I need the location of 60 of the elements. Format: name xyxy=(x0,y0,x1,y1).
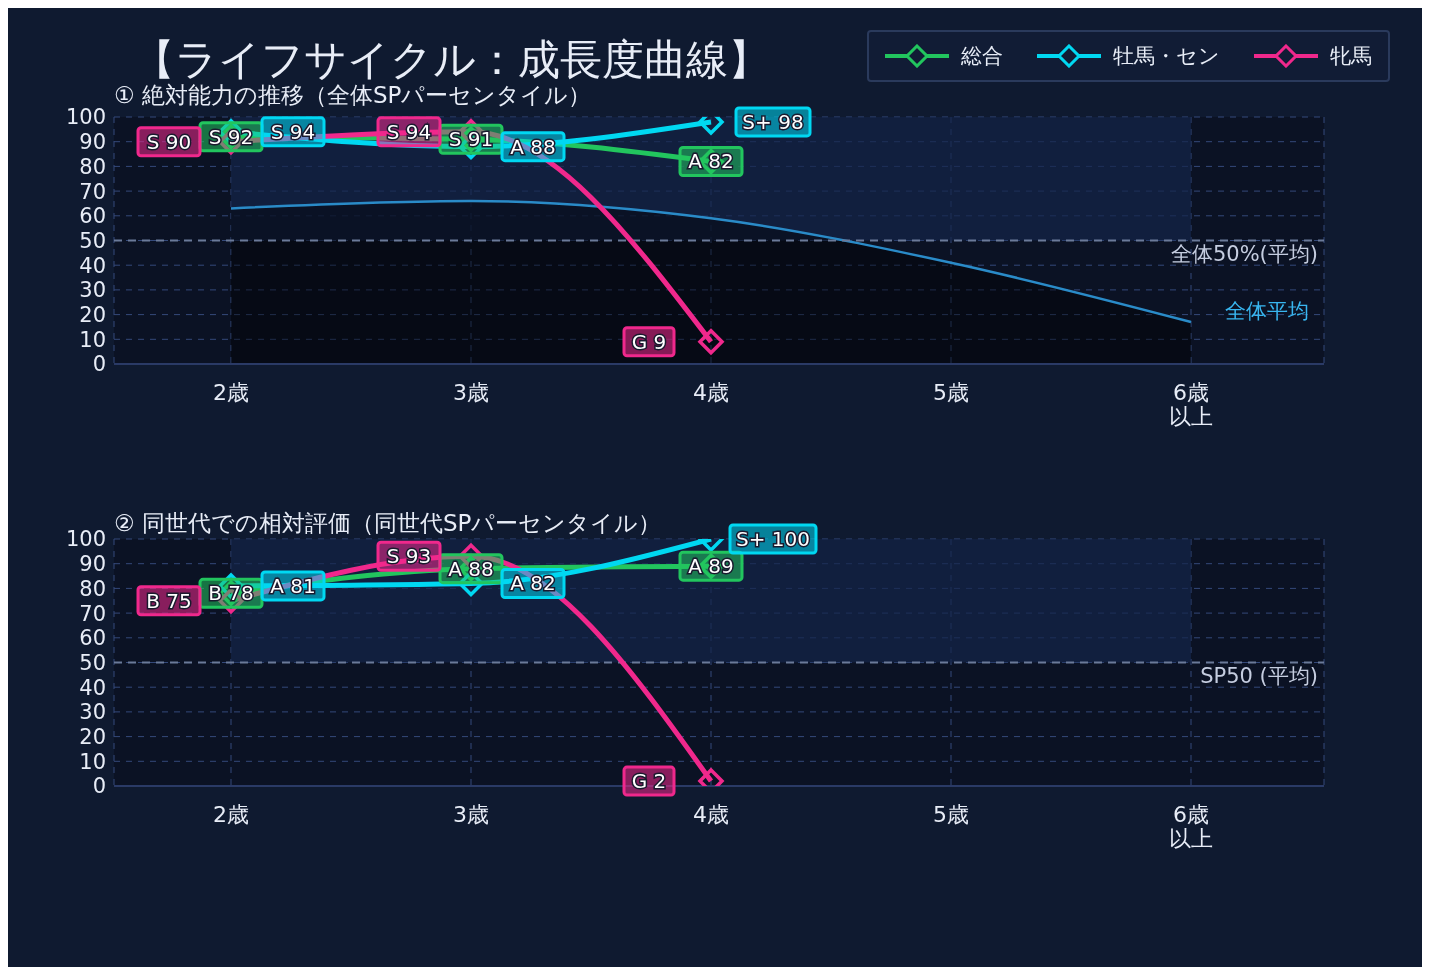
data-label: A 88 xyxy=(448,556,494,581)
y-tick-label: 70 xyxy=(79,601,106,626)
series-label: 全体平均 xyxy=(1225,299,1309,324)
y-tick-label: 0 xyxy=(92,774,106,799)
x-tick-label: 3歳 xyxy=(453,379,489,405)
x-tick-label: 5歳 xyxy=(933,379,969,405)
legend-label: 牡馬・セン xyxy=(1113,43,1220,70)
data-label: A 88 xyxy=(510,134,556,159)
chart-subtitle: ① 絶対能力の推移（全体SPパーセンタイル） xyxy=(114,81,592,110)
x-tick-label: 2歳 xyxy=(213,379,249,405)
y-tick-label: 80 xyxy=(79,576,106,601)
y-tick-label: 10 xyxy=(79,749,106,774)
y-tick-label: 40 xyxy=(79,253,106,278)
y-tick-label: 50 xyxy=(79,228,106,253)
y-tick-label: 50 xyxy=(79,650,106,675)
data-label: S 94 xyxy=(270,119,316,144)
data-label: A 89 xyxy=(688,554,734,579)
data-label: A 82 xyxy=(510,571,556,596)
data-label: A 81 xyxy=(270,573,316,598)
x-tick-label: 4歳 xyxy=(693,801,729,827)
y-tick-label: 20 xyxy=(79,303,106,328)
x-tick-label: 5歳 xyxy=(933,801,969,827)
y-tick-label: 10 xyxy=(79,327,106,352)
y-tick-label: 100 xyxy=(65,105,106,130)
data-label: S 94 xyxy=(386,119,432,144)
y-tick-label: 60 xyxy=(79,626,106,651)
chart-title: ② 同世代での相対評価（同世代SPパーセンタイル） xyxy=(114,509,662,538)
data-label: S+ 100 xyxy=(736,527,810,551)
data-label: B 75 xyxy=(146,588,192,613)
ref-line-label: 全体50%(平均) xyxy=(1170,242,1318,267)
legend-label: 牝馬 xyxy=(1330,43,1372,70)
chart-title: 【ライフサイクル：成長度曲線】 xyxy=(133,34,770,84)
data-label: S+ 98 xyxy=(742,109,804,134)
data-label: S 92 xyxy=(208,124,254,149)
x-tick-label: 2歳 xyxy=(213,801,249,827)
ref-line-label: SP50 (平均) xyxy=(1200,664,1318,689)
y-tick-label: 30 xyxy=(79,700,106,725)
y-tick-label: 60 xyxy=(79,204,106,229)
y-tick-label: 90 xyxy=(79,130,106,155)
data-label: A 82 xyxy=(688,149,734,174)
x-tick-label: 6歳以上 xyxy=(1169,379,1213,429)
data-label: B 78 xyxy=(208,581,254,606)
data-label: G 9 xyxy=(631,329,667,354)
y-tick-label: 40 xyxy=(79,675,106,700)
point xyxy=(698,329,724,355)
data-label: S 90 xyxy=(146,129,192,154)
y-tick-label: 100 xyxy=(65,527,106,552)
data-label: S 91 xyxy=(448,127,494,152)
y-tick-label: 90 xyxy=(79,552,106,577)
x-tick-label: 3歳 xyxy=(453,801,489,827)
y-tick-label: 0 xyxy=(92,352,106,377)
y-tick-label: 20 xyxy=(79,725,106,750)
y-tick-label: 30 xyxy=(79,278,106,303)
x-tick-label: 4歳 xyxy=(693,379,729,405)
y-tick-label: 70 xyxy=(79,179,106,204)
x-tick-label: 6歳以上 xyxy=(1169,801,1213,851)
data-label: G 2 xyxy=(631,769,667,794)
y-tick-label: 80 xyxy=(79,154,106,179)
legend-label: 総合 xyxy=(961,43,1003,70)
data-label: S 93 xyxy=(386,544,432,569)
